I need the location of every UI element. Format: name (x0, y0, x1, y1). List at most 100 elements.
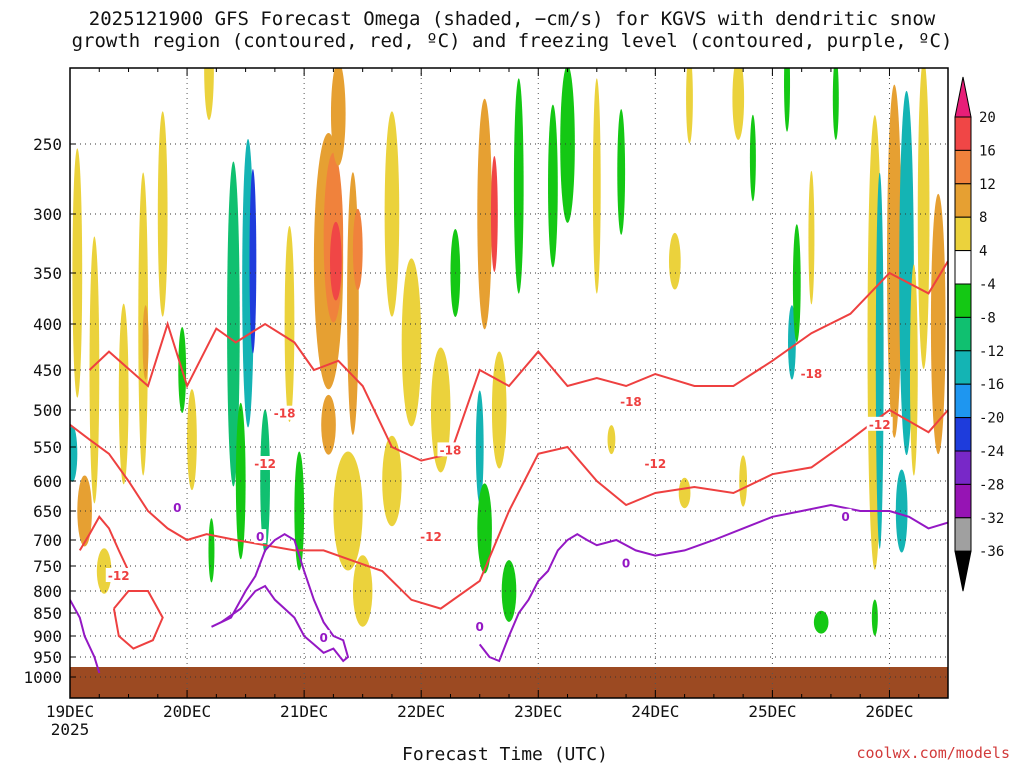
dgz-contour-1 (70, 408, 948, 610)
omega-cell-4 (96, 548, 112, 594)
x-tick-label-25DEC: 25DEC (748, 702, 796, 721)
omega-cell-50 (784, 68, 791, 132)
y-tick-label-500: 500 (33, 401, 62, 420)
omega-cell-10 (187, 389, 197, 491)
x-tick-label-23DEC: 23DEC (514, 702, 562, 721)
omega-cell-5 (118, 303, 129, 485)
omega-cell-59 (909, 264, 918, 476)
contour-label-2: -18 (440, 443, 462, 457)
contour-label-4: -12 (869, 418, 891, 432)
y-tick-label-550: 550 (33, 438, 62, 457)
contour-label-0: -18 (801, 367, 823, 381)
colorbar: 20 16 12 8 4 -4 -8 -12 -16 -20 -24 -28 -32 -36 (954, 76, 1004, 592)
omega-cell-62 (895, 469, 908, 553)
omega-cell-40 (513, 78, 524, 294)
omega-cell-46 (668, 232, 681, 290)
omega-cell-36 (475, 390, 484, 504)
omega-cell-45 (617, 109, 626, 235)
contour-label-bg-2 (437, 442, 464, 457)
colorbar-swatch-13 (954, 517, 972, 552)
y-tick-label-750: 750 (33, 557, 62, 576)
colorbar-swatch-1 (954, 116, 972, 151)
colorbar-label-5: -4 (979, 277, 996, 293)
omega-cell-38 (491, 351, 507, 469)
contour-label-13: 0 (622, 556, 630, 570)
colorbar-label-11: -28 (979, 477, 1004, 493)
omega-cell-65 (678, 477, 691, 509)
colorbar-label-10: -24 (979, 444, 1004, 460)
colorbar-swatch-10 (954, 417, 972, 452)
omega-cell-51 (788, 305, 796, 380)
colorbar-label-8: -16 (979, 377, 1004, 393)
omega-cell-60 (917, 68, 930, 369)
colorbar-label-9: -20 (979, 411, 1004, 427)
contour-label-3: -18 (274, 407, 296, 421)
y-tick-label-650: 650 (33, 502, 62, 521)
contour-label-10: 0 (256, 530, 264, 544)
y-tick-label-350: 350 (33, 264, 62, 283)
y-tick-label-250: 250 (33, 135, 62, 154)
omega-cell-57 (887, 84, 902, 438)
contour-label-5: -12 (644, 457, 666, 471)
contour-label-bg-14 (839, 508, 852, 523)
contour-label-bg-4 (866, 416, 893, 431)
surface-terrain (70, 667, 948, 698)
omega-cell-8 (157, 111, 168, 317)
credit-link[interactable]: coolwx.com/models (856, 744, 1010, 762)
omega-cell-27 (333, 451, 363, 571)
omega-cell-19 (294, 451, 305, 571)
colorbar-swatch-7 (954, 316, 972, 352)
x-tick-label-19DEC: 19DEC (46, 702, 94, 721)
omega-cell-41 (548, 104, 558, 268)
contour-label-bg-9 (171, 500, 184, 514)
omega-cell-39 (501, 560, 517, 622)
omega-cell-12 (208, 518, 215, 583)
contour-label-bg-0 (798, 366, 825, 380)
contour-label-bg-1 (617, 394, 644, 408)
colorbar-swatch-9 (954, 383, 972, 419)
omega-cell-25 (352, 208, 363, 291)
colorbar-swatch-6 (954, 283, 972, 318)
contour-label-14: 0 (841, 510, 849, 524)
omega-cell-23 (330, 68, 346, 166)
omega-cell-43 (592, 78, 601, 294)
omega-cell-2 (77, 475, 92, 547)
omega-cell-0 (70, 425, 78, 482)
colorbar-swatch-8 (954, 350, 972, 385)
omega-cell-11 (204, 68, 214, 120)
colorbar-label-1: 16 (979, 143, 996, 159)
x-tick-label-22DEC: 22DEC (397, 702, 445, 721)
omega-cell-61 (930, 193, 946, 455)
x-tick-label-21DEC: 21DEC (280, 702, 328, 721)
contour-label-7: -12 (254, 457, 276, 471)
omega-cell-63 (871, 599, 878, 636)
omega-cell-66 (739, 455, 748, 507)
dgz-contour-0 (88, 260, 948, 462)
omega-cell-49 (749, 114, 756, 202)
omega-cell-34 (477, 98, 492, 330)
contour-label-1: -18 (620, 395, 642, 409)
y-tick-label-800: 800 (33, 582, 62, 601)
omega-cell-30 (382, 435, 402, 527)
omega-cell-44 (607, 425, 616, 455)
x-year-label: 2025 (51, 720, 90, 739)
contour-label-bg-5 (642, 456, 669, 470)
y-tick-label-400: 400 (33, 315, 62, 334)
omega-cell-64 (813, 610, 829, 634)
dgz-contour-2 (78, 515, 130, 572)
contour-label-bg-13 (620, 555, 633, 570)
x-axis-label: Forecast Time (UTC) (402, 744, 608, 765)
x-tick-label-24DEC: 24DEC (631, 702, 679, 721)
omega-cell-26 (321, 394, 336, 455)
colorbar-label-4: 4 (979, 244, 987, 260)
colorbar-bottom-triangle (954, 550, 972, 592)
omega-cell-31 (401, 258, 422, 427)
omega-shading-layer (70, 68, 946, 636)
contour-label-bg-3 (271, 405, 298, 420)
y-tick-label-700: 700 (33, 531, 62, 550)
contour-label-8: -12 (108, 569, 130, 583)
y-tick-label-950: 950 (33, 648, 62, 667)
contour-label-11: 0 (319, 631, 327, 645)
colorbar-swatch-3 (954, 183, 972, 218)
